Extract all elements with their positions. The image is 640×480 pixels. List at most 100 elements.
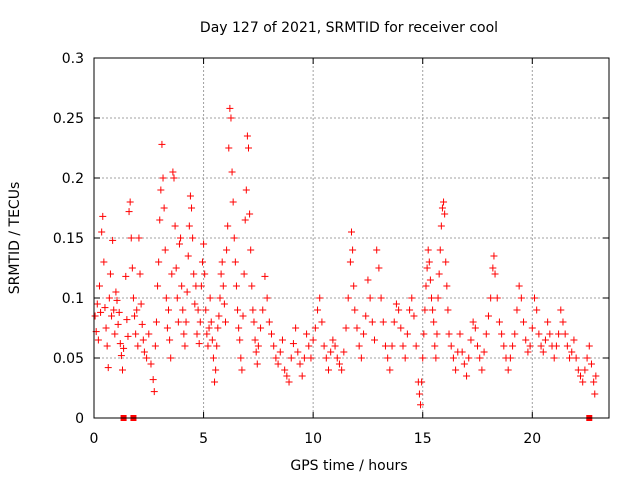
data-point	[350, 282, 358, 290]
data-point	[230, 234, 238, 242]
data-point	[272, 354, 280, 362]
data-point	[118, 366, 126, 374]
data-point	[314, 306, 322, 314]
data-point	[289, 340, 297, 348]
data-point	[251, 336, 259, 344]
data-point	[471, 324, 479, 332]
data-point	[259, 306, 267, 314]
data-point	[292, 324, 300, 332]
data-point	[122, 272, 130, 280]
data-point	[162, 294, 170, 302]
data-point	[126, 198, 134, 206]
data-point	[157, 186, 165, 194]
data-point	[329, 336, 337, 344]
data-point	[197, 282, 205, 290]
data-point	[220, 300, 228, 308]
data-point	[566, 354, 574, 362]
data-point	[206, 294, 214, 302]
data-point	[401, 354, 409, 362]
data-point	[506, 354, 514, 362]
data-point	[158, 140, 166, 148]
data-point	[509, 342, 517, 350]
data-point	[287, 354, 295, 362]
data-point	[137, 300, 145, 308]
data-point	[155, 258, 163, 266]
data-point	[331, 342, 339, 350]
data-point	[98, 228, 106, 236]
data-point	[170, 174, 178, 182]
data-point	[145, 330, 153, 338]
data-point	[489, 264, 497, 272]
data-point	[480, 348, 488, 356]
data-point	[113, 296, 121, 304]
data-point	[106, 270, 114, 278]
data-point	[388, 342, 396, 350]
data-point	[546, 330, 554, 338]
data-point	[458, 348, 466, 356]
data-point	[138, 320, 146, 328]
data-point	[191, 300, 199, 308]
data-point	[218, 258, 226, 266]
data-point	[533, 306, 541, 314]
data-point	[182, 318, 190, 326]
data-point	[513, 306, 521, 314]
data-point	[91, 312, 99, 320]
data-point	[245, 144, 252, 152]
data-point	[201, 270, 209, 278]
data-point	[574, 366, 582, 374]
data-point	[154, 282, 162, 290]
data-point	[437, 222, 445, 230]
data-point	[196, 318, 204, 326]
data-point	[257, 324, 265, 332]
data-point	[482, 330, 490, 338]
data-point	[165, 306, 173, 314]
x-tick-labels: 0 5 10 15 20	[90, 431, 542, 447]
y-tick-label: 0.3	[62, 51, 84, 67]
data-point	[285, 378, 293, 386]
data-point	[478, 366, 486, 374]
data-point	[219, 282, 227, 290]
data-point	[340, 348, 348, 356]
data-point	[452, 366, 460, 374]
data-point	[207, 318, 215, 326]
data-point	[381, 342, 389, 350]
data-point	[180, 330, 188, 338]
data-point	[294, 348, 302, 356]
data-point	[298, 372, 306, 380]
data-point	[590, 378, 598, 386]
data-point	[426, 276, 434, 284]
data-point	[449, 354, 457, 362]
data-point	[417, 401, 425, 409]
data-point	[465, 354, 473, 362]
data-point	[300, 354, 308, 362]
data-point	[125, 208, 133, 216]
y-axis-title: SRMTID / TECUs	[7, 182, 23, 295]
data-points	[91, 104, 600, 421]
y-tick-label: 0.2	[62, 171, 84, 187]
data-point	[246, 210, 254, 218]
data-point	[263, 294, 271, 302]
data-point	[181, 342, 189, 350]
data-point	[228, 168, 236, 176]
data-point	[175, 240, 183, 248]
data-point	[227, 114, 235, 122]
data-point	[94, 336, 102, 344]
data-point	[254, 342, 262, 350]
data-point	[109, 236, 117, 244]
data-point	[307, 354, 315, 362]
y-tick-label: 0.05	[53, 351, 84, 367]
data-point	[419, 354, 427, 362]
data-point	[223, 246, 231, 254]
data-point	[186, 192, 194, 200]
data-point	[112, 288, 120, 296]
data-point	[375, 264, 383, 272]
data-point	[150, 388, 158, 396]
data-point	[166, 336, 174, 344]
data-point	[215, 312, 223, 320]
data-point	[522, 336, 530, 344]
data-point	[433, 330, 441, 338]
data-point	[281, 366, 289, 374]
data-point	[460, 360, 468, 368]
x-tick-label: 5	[199, 431, 208, 447]
data-point	[349, 246, 357, 254]
